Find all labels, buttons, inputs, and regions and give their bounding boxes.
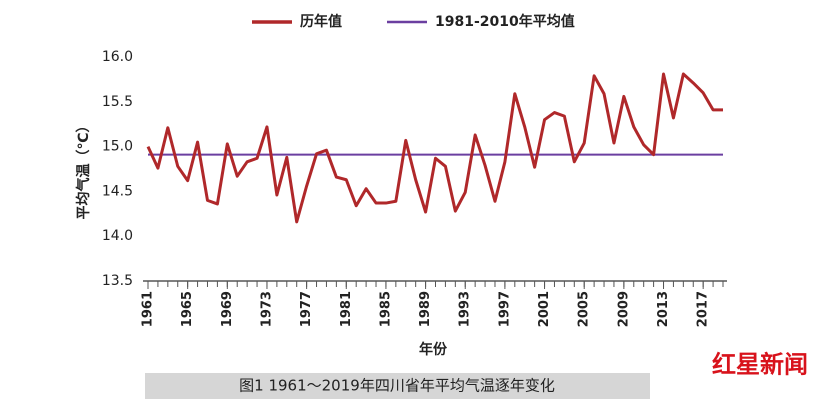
y-axis-label: 平均气温（℃） xyxy=(75,119,92,220)
x-tick-label: 1997 xyxy=(497,291,512,327)
x-tick-label: 1981 xyxy=(339,291,354,327)
series-line xyxy=(146,72,723,224)
x-tick-label: 2017 xyxy=(696,291,711,327)
y-tick-label: 14.0 xyxy=(102,228,133,244)
legend-label: 历年值 xyxy=(300,13,342,30)
caption: 图1 1961～2019年四川省年平均气温逐年变化 xyxy=(239,377,555,395)
x-tick-label: 1965 xyxy=(180,291,195,327)
x-tick-label: 1961 xyxy=(141,291,156,327)
x-axis-label: 年份 xyxy=(419,341,448,358)
y-tick-label: 14.5 xyxy=(102,183,133,199)
x-tick-label: 1969 xyxy=(220,291,235,327)
caption-bg xyxy=(145,373,650,399)
y-tick-label: 16.0 xyxy=(102,49,133,65)
y-tick-label: 13.5 xyxy=(102,273,133,289)
y-tick-label: 15.5 xyxy=(102,94,133,110)
x-tick-label: 1993 xyxy=(458,291,473,327)
x-tick-label: 2013 xyxy=(656,291,671,327)
x-tick-label: 2009 xyxy=(616,291,631,327)
x-tick-label: 1973 xyxy=(259,291,274,327)
legend-label: 1981-2010年平均值 xyxy=(435,13,575,30)
x-tick-label: 2005 xyxy=(577,291,592,327)
x-tick-label: 1989 xyxy=(418,291,433,327)
x-tick-label: 1985 xyxy=(378,291,393,327)
y-tick-label: 15.0 xyxy=(102,139,133,155)
x-tick-label: 1977 xyxy=(299,291,314,327)
logo: 红星新闻 xyxy=(712,350,808,379)
x-tick-label: 2001 xyxy=(537,291,552,327)
